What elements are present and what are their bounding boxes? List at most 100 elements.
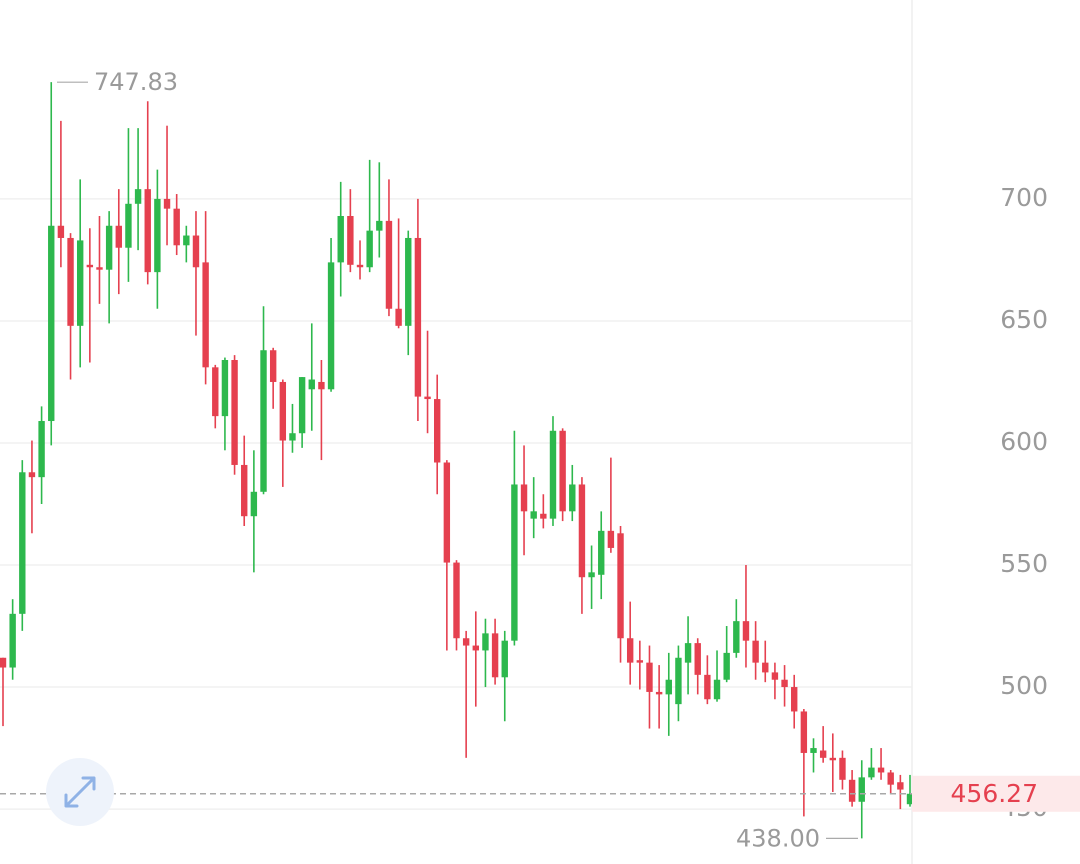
candle-body [598, 530, 605, 575]
y-tick-label: 500 [1000, 671, 1048, 700]
candle-body [298, 377, 306, 434]
candle-body [279, 381, 287, 441]
candle-body [434, 399, 441, 463]
high-marker-label: 747.83 [94, 68, 178, 96]
candle-body [231, 360, 238, 465]
grid [0, 198, 912, 810]
candle-body [626, 638, 634, 663]
candle-body [57, 225, 65, 238]
candle-body [327, 262, 335, 390]
candle-body [906, 793, 914, 805]
candle-body [675, 657, 682, 705]
last-price-box [912, 775, 1080, 812]
candle-body [781, 679, 788, 688]
candle-body [9, 613, 16, 668]
candle-body [762, 662, 769, 673]
candle-body [858, 777, 865, 802]
candle-body [887, 772, 894, 785]
y-tick-label: 600 [1000, 427, 1048, 456]
candle-body [752, 640, 759, 663]
candle-body [289, 433, 296, 441]
candle-body [540, 513, 547, 519]
candle-body [366, 230, 373, 268]
candle-body [308, 379, 315, 390]
candle-body [76, 240, 84, 326]
y-tick-label: 550 [1000, 549, 1048, 578]
candle-body [337, 216, 344, 263]
candle-body [530, 511, 537, 519]
candle-body [221, 360, 229, 417]
y-tick-label: 650 [1000, 305, 1048, 334]
candle-body [472, 645, 479, 651]
candle-body [897, 782, 904, 790]
candle-body [376, 220, 383, 231]
candle-body [67, 237, 74, 326]
candle-body [115, 225, 122, 248]
candle-body [241, 464, 248, 517]
candle-body [105, 225, 113, 270]
expand-button[interactable] [46, 758, 114, 826]
y-tick-label: 700 [1000, 183, 1048, 212]
candle-body [385, 220, 393, 309]
candle-body [713, 679, 721, 700]
candle-body [443, 462, 451, 563]
candle-body [636, 660, 644, 663]
candle-body [578, 484, 586, 578]
candle-body [183, 235, 190, 246]
candle-body [588, 572, 595, 578]
candle-body [260, 350, 267, 492]
candle-body [646, 662, 653, 692]
candle-body [414, 237, 422, 397]
candle-body [86, 264, 94, 268]
candle-body [424, 396, 431, 400]
candle-body [549, 430, 557, 519]
candle-body [819, 750, 827, 758]
candle-body [810, 748, 817, 753]
candle-body [704, 674, 711, 700]
candle-body [453, 562, 460, 639]
candle-body [462, 638, 470, 646]
candle-body [144, 189, 151, 273]
candle-body [501, 640, 508, 678]
candle-body [154, 198, 161, 273]
candle-body [395, 308, 402, 326]
candle-body [511, 484, 518, 641]
candle-body [791, 687, 798, 712]
candle-body [829, 757, 837, 761]
candle-body [491, 633, 499, 678]
candle-body [202, 262, 209, 368]
candle-body [607, 530, 615, 548]
candle-body [569, 484, 576, 512]
candle-body [665, 679, 672, 695]
last-price-label: 456.27 [951, 779, 1038, 808]
candle-body [868, 767, 875, 778]
candle-body [0, 657, 7, 668]
candle-body [733, 621, 740, 653]
candle-body [192, 235, 200, 268]
candle-body [742, 621, 750, 641]
candle-body [38, 421, 45, 478]
candle-body [723, 652, 730, 680]
candle-body [125, 203, 132, 248]
candle-body [482, 633, 489, 651]
candle-body [48, 225, 55, 422]
candle-body [28, 472, 36, 478]
candle-body [694, 643, 701, 675]
candle-body [96, 267, 103, 270]
candle-body [848, 779, 856, 802]
candle-body [163, 198, 171, 209]
candle-body [173, 208, 180, 246]
low-marker-label: 438.00 [736, 824, 820, 852]
candle-body [347, 216, 354, 265]
candle-body [520, 484, 528, 512]
candle-body [405, 237, 412, 326]
candle-body [877, 767, 885, 773]
candle-body [617, 533, 624, 639]
candles [0, 82, 914, 839]
expand-icon[interactable] [64, 776, 96, 808]
candle-body [134, 189, 142, 204]
candle-body [250, 491, 258, 517]
candle-body [800, 711, 808, 753]
